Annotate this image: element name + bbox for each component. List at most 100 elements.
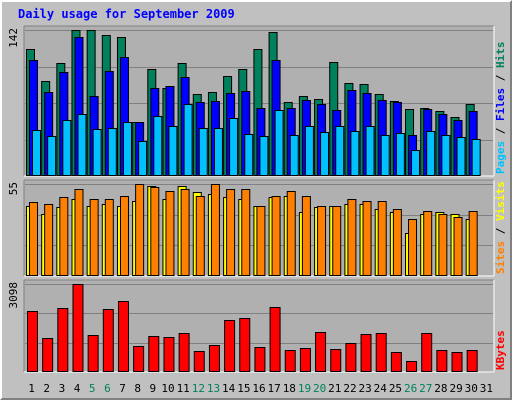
kbytes-bar [42,338,54,372]
sites-bar [195,196,205,276]
pages-bar [122,122,132,176]
sites-bar [241,189,251,276]
x-tick-label: 9 [150,382,157,395]
pages-bar [229,118,239,176]
sites-bar [226,189,236,276]
panel-1-ymax-label: 55 [7,182,20,195]
pages-bar [168,126,178,176]
sites-bar [408,219,418,276]
sites-bar [59,197,69,276]
pages-bar [213,128,223,176]
panel-2-ymax-label: 3098 [7,282,20,309]
pages-bar [92,129,102,176]
kbytes-bar [72,284,84,372]
pages-bar [47,136,57,176]
x-tick-label: 22 [343,382,356,395]
panel-0-legend: Pages / Files / Hits [494,42,507,175]
kbytes-bar [330,349,342,372]
sites-bar [104,199,114,276]
sites-bar [119,196,129,276]
kbytes-bar [436,350,448,372]
kbytes-bar [148,336,160,372]
sites-bar [301,196,311,276]
pages-bar [62,120,72,176]
kbytes-bar [466,350,478,372]
panel-2-legend: KBytes [494,330,507,370]
x-tick-label: 18 [283,382,296,395]
pages-bar [138,141,148,176]
sites-bar [44,204,54,276]
pages-bar [411,150,421,176]
sites-bar [89,199,99,276]
kbytes-bar [208,345,220,372]
kbytes-bar [390,352,402,372]
x-tick-label: 10 [161,382,174,395]
pages-bar [32,130,41,176]
sites-bar [362,201,372,276]
pages-bar [198,128,208,176]
legend-entry-kbytes: KBytes [494,330,507,370]
x-tick-label: 30 [465,382,478,395]
kbytes-bar [315,332,327,372]
legend-separator: / [494,68,507,88]
pages-bar [153,116,163,176]
legend-entry-sites: Sites [494,241,507,274]
kbytes-bar [57,308,69,372]
legend-entry-hits: Hits [494,42,507,69]
pages-bar [107,128,117,176]
legend-entry-visits: Visits [494,181,507,221]
kbytes-bar [193,351,205,372]
x-tick-label: 25 [389,382,402,395]
x-tick-label: 24 [374,382,388,395]
sites-bar [332,206,342,276]
x-tick-label: 3 [59,382,66,395]
sites-bar [347,199,357,276]
x-tick-label: 5 [89,382,96,395]
kbytes-bar [451,352,463,372]
sites-bar [317,206,327,276]
sites-bar [256,206,266,276]
kbytes-bar [254,347,266,372]
sites-bar [165,191,175,276]
x-tick-label: 17 [268,382,281,395]
kbytes-bar [239,318,251,372]
pages-bar [350,131,360,176]
sites-bar [286,191,296,276]
pages-bar [274,110,284,176]
x-tick-label: 14 [222,382,236,395]
pages-bar [441,135,451,176]
pages-bar [456,137,466,176]
pages-bar [365,126,375,176]
pages-bar [395,133,405,176]
sites-bar [271,196,281,276]
kbytes-bar [102,309,114,372]
pages-bar [335,126,345,176]
legend-entry-files: Files [494,88,507,121]
x-tick-label: 27 [419,382,432,395]
sites-bar [392,209,402,276]
sites-bar [135,184,145,276]
sites-bar [150,187,160,276]
sites-bar [74,189,84,276]
kbytes-bar [178,333,190,372]
kbytes-bar [117,301,129,372]
legend-separator: / [494,121,507,141]
kbytes-bar [163,337,175,372]
sites-bar [210,184,220,276]
x-tick-label: 23 [359,382,372,395]
x-tick-label: 2 [43,382,50,395]
x-tick-label: 13 [207,382,220,395]
pages-bar [183,104,193,176]
pages-bar [426,131,436,176]
kbytes-bar [375,333,387,372]
sites-bar [468,211,478,276]
sites-bar [377,201,387,276]
chart-title: Daily usage for September 2009 [18,7,235,21]
x-tick-label: 8 [134,382,141,395]
x-tick-label: 20 [313,382,326,395]
sites-bar [29,202,38,276]
legend-entry-pages: Pages [494,141,507,174]
x-tick-label: 21 [328,382,341,395]
kbytes-bar [133,346,145,372]
